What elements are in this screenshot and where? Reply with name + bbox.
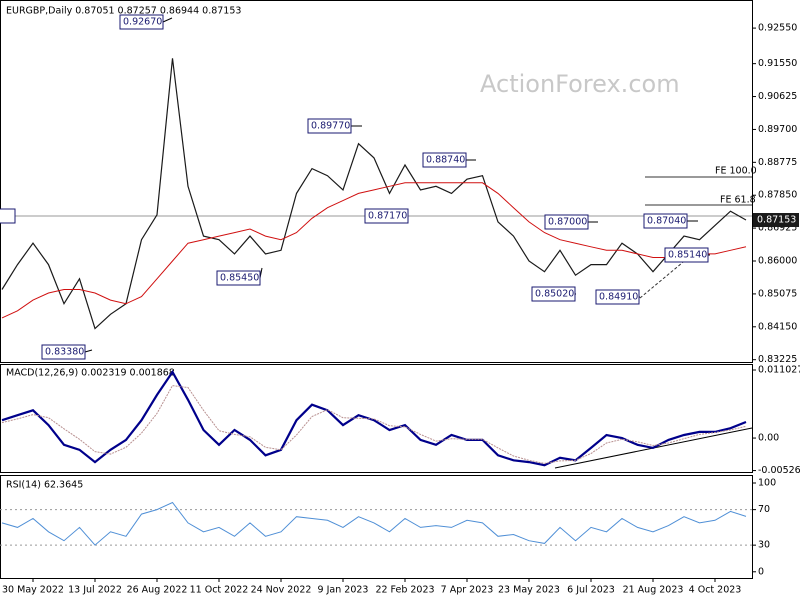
y-tick-label: 30 (758, 540, 770, 551)
annotation-box (643, 213, 688, 229)
current-price-box (753, 213, 799, 228)
y-tick-label: 0.92550 (758, 23, 797, 34)
annotation-box (119, 14, 164, 30)
annotation-label: 0.87000 (548, 217, 587, 228)
y-tick-label: 0.84150 (758, 321, 797, 332)
annotation-label: 0.83380 (45, 347, 84, 358)
price-panel (0, 0, 753, 363)
x-tick-label: 9 Jan 2023 (318, 585, 369, 596)
annotation-box (41, 344, 86, 360)
annotation-label: 0.84910 (599, 292, 638, 303)
annotation-box (422, 152, 467, 168)
x-tick-label: 30 May 2022 (2, 585, 64, 596)
x-tick-label: 4 Oct 2023 (689, 585, 742, 596)
annotation-label: 0.87040 (647, 216, 686, 227)
annotation-box (364, 208, 409, 224)
x-tick-label: 6 Jul 2023 (567, 585, 615, 596)
current-price-label: 0.87153 (757, 215, 796, 226)
annotation-box (664, 247, 709, 263)
y-tick-label: 0.83225 (758, 354, 797, 365)
y-tick-label: 0.88775 (758, 157, 797, 168)
annotation-label: 0.87170 (368, 211, 407, 222)
y-tick-label: 0.89700 (758, 124, 797, 135)
fe-label: FE 100.0 (715, 166, 757, 177)
x-tick-label: 26 Aug 2022 (127, 585, 188, 596)
y-tick-label: 0.85075 (758, 288, 797, 299)
annotation-label: 0.92670 (123, 17, 162, 28)
series-line (1, 501, 747, 546)
series-line (1, 385, 747, 464)
annotation-label: 0.85140 (668, 250, 707, 261)
macd-panel (0, 364, 753, 473)
annotation-leader (84, 349, 93, 353)
y-tick-label: 70 (758, 504, 770, 515)
y-tick-label: 0.87850 (758, 190, 797, 201)
rsi-panel (0, 475, 753, 579)
x-tick-label: 23 May 2023 (498, 585, 560, 596)
x-tick-label: 22 Feb 2023 (375, 585, 434, 596)
annotation-box (307, 118, 352, 134)
annotation-box (531, 286, 576, 302)
fe-label: FE 61.8 (720, 195, 756, 206)
y-tick-label: 100 (758, 477, 776, 488)
y-tick-label: -0.005267 (758, 465, 800, 476)
annotation-box (595, 289, 640, 305)
y-tick-label: 0.90625 (758, 91, 797, 102)
annotation-leader (162, 17, 173, 23)
y-tick-label: 0.00 (758, 433, 779, 444)
x-tick-label: 7 Apr 2023 (441, 585, 494, 596)
annotation-label: 0.89770 (311, 121, 350, 132)
annotation-label: 0.88740 (426, 155, 465, 166)
y-tick-label: 0.86000 (758, 256, 797, 267)
rsi-title: RSI(14) 62.3645 (6, 480, 83, 491)
annotation-box (216, 270, 261, 286)
x-tick-label: 21 Aug 2023 (623, 585, 684, 596)
series-line (1, 58, 747, 330)
x-tick-label: 24 Nov 2022 (251, 585, 312, 596)
y-tick-label: 0.91550 (758, 58, 797, 69)
watermark: ActionForex.com (480, 70, 680, 98)
annotation-box (0, 208, 16, 224)
macd-title: MACD(12,26,9) 0.002319 0.001868 (6, 368, 175, 379)
x-tick-label: 11 Oct 2022 (190, 585, 249, 596)
series-line (1, 182, 747, 319)
y-tick-label: 0 (758, 566, 764, 577)
x-tick-label: 13 Jul 2022 (68, 585, 122, 596)
series-line (1, 369, 747, 467)
y-tick-label: 0.86925 (758, 223, 797, 234)
annotation-label: 0.85450 (220, 273, 259, 284)
annotation-label: 0.85020 (535, 289, 574, 300)
y-tick-label: 0.011027 (758, 365, 800, 376)
chart-title: EURGBP,Daily 0.87051 0.87257 0.86944 0.8… (6, 6, 241, 17)
annotation-box (544, 214, 589, 230)
